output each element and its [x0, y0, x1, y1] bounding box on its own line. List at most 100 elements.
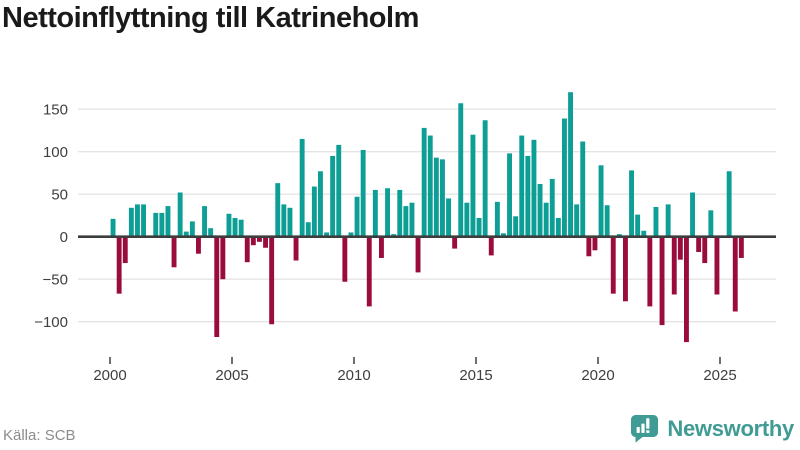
logo-exclamation-stem	[646, 418, 650, 429]
bar-2011Q4	[397, 189, 403, 237]
bar-2014Q2	[458, 103, 464, 237]
bar-2013Q4	[446, 198, 451, 237]
bar-2021Q2	[629, 170, 634, 237]
y-axis-label-−100: −100	[34, 314, 68, 331]
bar-2008Q3	[318, 171, 323, 237]
x-axis-label-2015: 2015	[459, 367, 492, 384]
bar-2020Q2	[604, 205, 610, 237]
bar-2015Q2	[482, 120, 488, 237]
bar-2002Q1	[159, 212, 165, 237]
brand-name: Newsworthy	[667, 415, 794, 441]
bar-2008Q4	[324, 232, 329, 237]
bar-2002Q3	[171, 236, 177, 268]
newsworthy-logo-icon	[631, 415, 659, 443]
bar-2024Q3	[708, 210, 714, 237]
bar-2010Q3	[366, 236, 372, 307]
bar-2022Q2	[653, 206, 659, 237]
bar-2006Q2	[263, 236, 268, 248]
bar-2019Q4	[592, 236, 598, 251]
bar-2023Q3	[684, 236, 689, 343]
bar-2005Q4	[250, 236, 256, 246]
bar-2005Q1	[232, 218, 238, 237]
bar-2011Q2	[385, 188, 390, 237]
bar-2007Q4	[299, 138, 305, 237]
x-axis-label-2020: 2020	[581, 367, 614, 384]
bar-2006Q3	[269, 236, 275, 325]
bar-2017Q1	[525, 155, 531, 237]
bar-2009Q4	[348, 232, 354, 237]
bar-2006Q4	[275, 183, 281, 237]
x-axis-label-2005: 2005	[215, 367, 248, 384]
bar-2021Q4	[641, 230, 647, 237]
bar-2017Q2	[531, 139, 537, 237]
chart-title: Nettoinflyttning till Katrineholm	[2, 2, 419, 34]
bar-2001Q4	[153, 212, 159, 237]
y-axis-label-50: 50	[51, 186, 68, 203]
bar-2024Q4	[714, 236, 720, 295]
bar-2007Q3	[293, 236, 299, 261]
bar-2024Q2	[702, 236, 708, 264]
bar-2003Q4	[202, 206, 207, 237]
bar-2006Q1	[257, 236, 262, 242]
bar-2003Q3	[196, 236, 201, 254]
bar-2000Q2	[116, 236, 122, 294]
bar-2007Q2	[287, 207, 293, 237]
logo-bar-short	[637, 427, 641, 433]
bar-2009Q1	[330, 155, 336, 237]
bar-2012Q1	[403, 206, 409, 237]
bar-2019Q1	[574, 204, 580, 237]
bar-2024Q1	[696, 236, 702, 252]
bar-2016Q1	[501, 233, 506, 237]
bar-2019Q2	[580, 141, 586, 237]
bar-2014Q3	[464, 202, 470, 237]
bar-2012Q2	[409, 202, 415, 237]
bar-2005Q3	[244, 236, 250, 263]
bar-2010Q4	[372, 189, 378, 237]
bar-2021Q1	[623, 236, 628, 302]
bar-2013Q2	[433, 157, 439, 237]
logo-bar-tall	[641, 423, 646, 433]
bar-2019Q3	[586, 236, 592, 257]
bar-2011Q1	[379, 236, 384, 258]
bar-2018Q3	[562, 118, 567, 237]
bar-2001Q1	[135, 204, 140, 237]
logo-exclamation-dot	[646, 430, 650, 433]
bar-2025Q4	[738, 236, 744, 258]
bar-2018Q1	[549, 178, 555, 237]
bar-2001Q2	[141, 204, 146, 237]
bar-2016Q4	[519, 135, 525, 237]
bar-2015Q4	[494, 201, 500, 237]
bar-2015Q1	[476, 218, 482, 237]
bar-2002Q2	[165, 206, 171, 237]
bar-2020Q3	[610, 236, 616, 294]
bar-2020Q1	[598, 165, 604, 237]
bar-2016Q2	[507, 153, 512, 237]
bar-2007Q1	[281, 204, 287, 237]
bar-2004Q2	[214, 236, 220, 337]
y-axis-label-0: 0	[60, 229, 68, 246]
bar-2025Q3	[732, 236, 738, 312]
bar-2012Q4	[421, 127, 427, 237]
y-axis-label-−50: −50	[43, 271, 68, 288]
x-axis-label-2000: 2000	[93, 367, 126, 384]
y-axis-label-150: 150	[43, 101, 68, 118]
bar-2004Q4	[226, 213, 232, 237]
bar-2014Q4	[470, 134, 476, 237]
bar-2015Q3	[488, 236, 494, 256]
newsworthy-logo[interactable]: Newsworthy	[629, 414, 794, 443]
bar-2003Q1	[183, 231, 189, 237]
bar-2013Q1	[427, 135, 433, 237]
bar-2010Q1	[354, 196, 360, 237]
bar-2012Q3	[415, 236, 421, 273]
bar-2016Q3	[513, 216, 519, 237]
bar-2018Q2	[555, 218, 561, 237]
bar-2022Q1	[647, 236, 653, 307]
bar-2000Q4	[128, 207, 134, 237]
bar-2008Q2	[311, 186, 317, 237]
bar-2000Q1	[110, 218, 116, 237]
bar-2021Q3	[635, 214, 641, 237]
bar-2017Q3	[537, 184, 543, 237]
bar-2009Q3	[342, 236, 348, 282]
source-note: Källa: SCB	[3, 427, 76, 444]
bar-2022Q4	[665, 204, 671, 237]
